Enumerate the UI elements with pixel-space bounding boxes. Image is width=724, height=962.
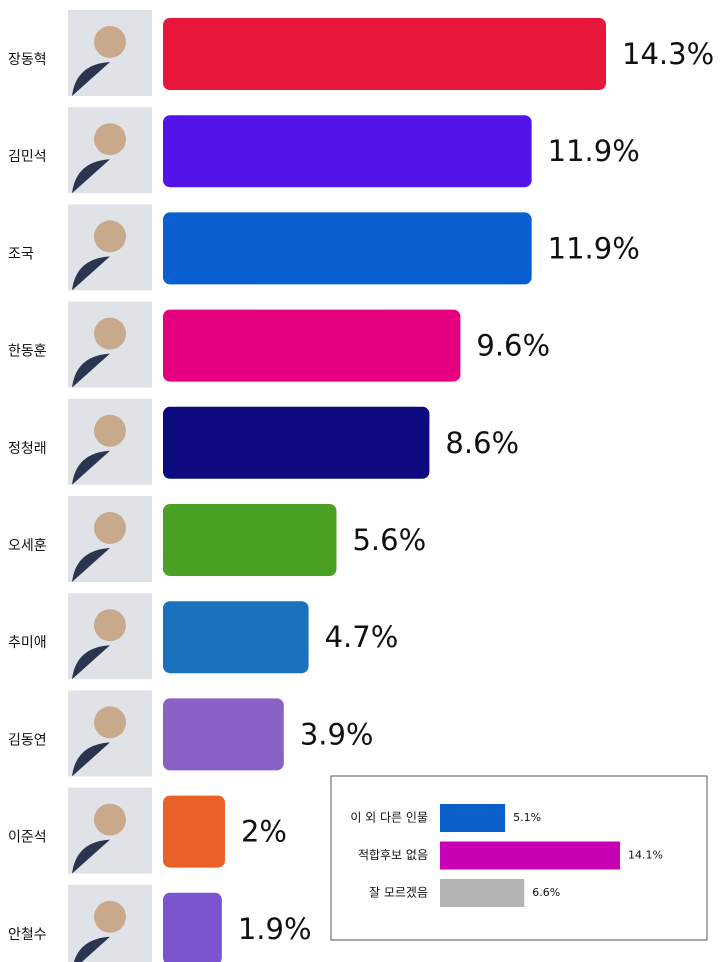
category-label: 정청래 (8, 441, 47, 457)
bar (440, 804, 505, 832)
category-label: 잘 모르겠음 (369, 886, 428, 900)
page: 장동혁 14.3% 김민석 11.9% 조국 11.9% 한동훈 9.6% 정청래 8.6% 오세훈… (0, 0, 724, 962)
photo-head (94, 26, 126, 58)
value-label: 1.9% (238, 912, 312, 946)
bar (163, 796, 225, 868)
photo-head (94, 804, 126, 836)
bar (440, 842, 620, 870)
value-label: 3.9% (300, 717, 374, 751)
value-label: 4.7% (325, 620, 399, 654)
value-label: 6.6% (532, 886, 560, 899)
bar (163, 115, 532, 187)
value-label: 5.1% (513, 811, 541, 824)
category-label: 적합후보 없음 (358, 848, 428, 862)
category-label: 장동혁 (8, 52, 47, 68)
value-label: 11.9% (548, 134, 640, 168)
photo-head (94, 318, 126, 350)
value-label: 14.3% (622, 37, 714, 71)
value-label: 14.1% (628, 849, 663, 862)
photo-head (94, 706, 126, 738)
category-label: 오세훈 (8, 538, 47, 554)
value-label: 5.6% (352, 523, 426, 557)
bar (163, 407, 429, 479)
bar (163, 18, 606, 90)
category-label: 김동연 (8, 732, 47, 748)
category-label: 이 외 다른 인물 (350, 811, 428, 825)
category-label: 추미애 (8, 635, 47, 651)
category-label: 조국 (8, 246, 34, 262)
value-label: 11.9% (548, 231, 640, 265)
value-label: 9.6% (476, 329, 550, 363)
photo-head (94, 609, 126, 641)
photo-head (94, 123, 126, 155)
photo-head (94, 512, 126, 544)
bar (163, 893, 222, 962)
chart: 장동혁 14.3% 김민석 11.9% 조국 11.9% 한동훈 9.6% 정청래 8.6% 오세훈… (0, 0, 724, 962)
category-label: 안철수 (8, 927, 47, 943)
photo-head (94, 901, 126, 933)
photo-head (94, 415, 126, 447)
photo-head (94, 220, 126, 252)
bar (163, 504, 336, 576)
category-label: 이준석 (8, 830, 47, 846)
bar (163, 698, 284, 770)
bar (163, 310, 460, 382)
value-label: 2% (241, 815, 287, 849)
bar (163, 212, 532, 284)
category-label: 한동훈 (8, 344, 47, 360)
bar (163, 601, 309, 673)
bar (440, 879, 524, 907)
value-label: 8.6% (445, 426, 519, 460)
category-label: 김민석 (8, 149, 47, 165)
